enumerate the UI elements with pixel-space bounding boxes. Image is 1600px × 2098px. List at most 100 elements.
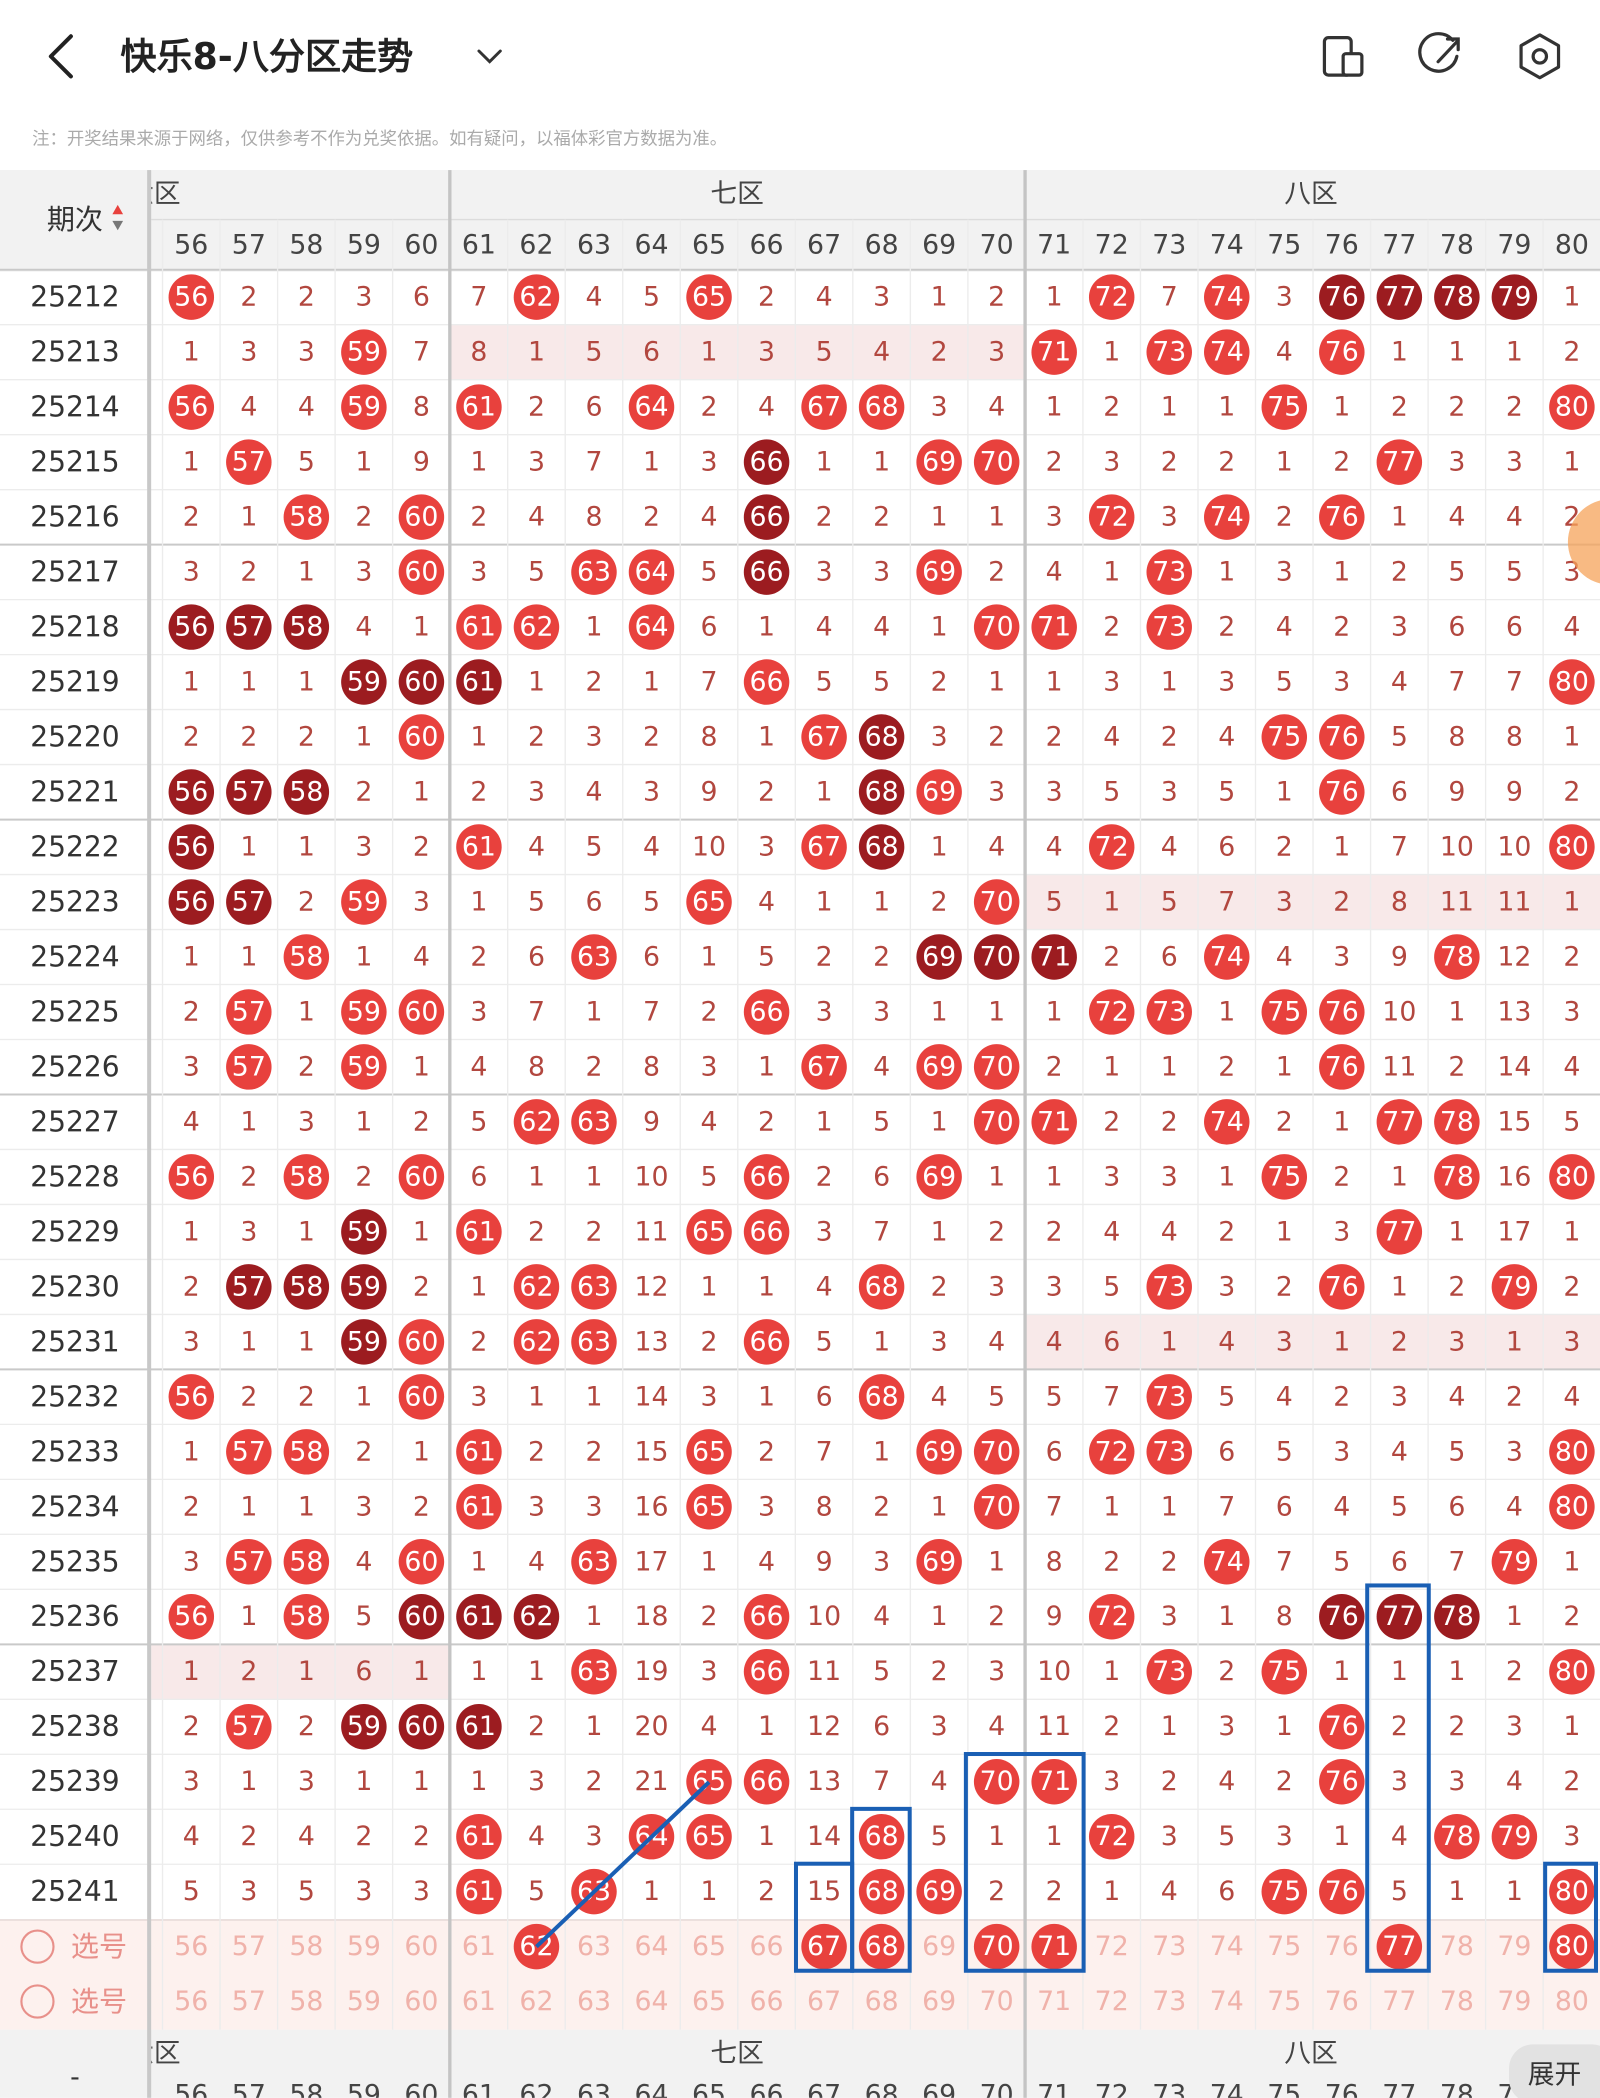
pick-number[interactable]: 57 <box>232 1986 266 2017</box>
back-button[interactable] <box>48 34 73 79</box>
sort-up[interactable] <box>112 204 124 215</box>
number-ball <box>1261 1154 1308 1200</box>
title-dropdown[interactable] <box>477 49 502 64</box>
number-ball <box>916 549 962 595</box>
issue-header[interactable]: 期次 <box>47 203 103 236</box>
pick-number[interactable]: 60 <box>404 1931 438 1962</box>
pick-number[interactable]: 64 <box>634 1986 668 2017</box>
number-footer: 59 <box>347 2080 381 2098</box>
pick-number[interactable]: 80 <box>1555 1986 1589 2017</box>
pick-number[interactable]: 78 <box>1440 1931 1474 1962</box>
back-icon[interactable] <box>48 34 73 79</box>
pick-number[interactable]: 69 <box>922 1931 956 1962</box>
miss-count: 12 <box>807 1711 841 1742</box>
pick-number[interactable]: 76 <box>1325 1986 1359 2017</box>
pick-number[interactable]: 72 <box>1095 1931 1129 1962</box>
pick-number[interactable]: 63 <box>577 1931 611 1962</box>
miss-count: 6 <box>1218 1876 1235 1907</box>
sort-down[interactable] <box>112 220 124 231</box>
ball-number: 66 <box>750 667 784 698</box>
miss-count: 2 <box>1391 1711 1408 1742</box>
pick-label[interactable]: 选号 <box>71 1985 127 2018</box>
pick-number[interactable]: 77 <box>1382 1986 1416 2017</box>
pick-number[interactable]: 78 <box>1440 1986 1474 2017</box>
number-header: 76 <box>1325 229 1359 260</box>
number-ball <box>1549 1484 1595 1530</box>
pick-number[interactable]: 74 <box>1210 1931 1244 1962</box>
pick-label[interactable]: 选号 <box>71 1930 127 1963</box>
number-header: 78 <box>1440 229 1474 260</box>
miss-count: 2 <box>1448 1051 1465 1082</box>
floating-widget[interactable] <box>1567 499 1600 585</box>
settings-icon[interactable] <box>1519 33 1561 80</box>
device-icon[interactable] <box>1322 36 1364 77</box>
pick-ball[interactable] <box>801 1923 847 1970</box>
pick-number[interactable]: 61 <box>462 1931 496 1962</box>
pick-radio[interactable] <box>20 1929 55 1964</box>
ball-number: 62 <box>519 282 553 313</box>
pick-number[interactable]: 58 <box>289 1931 323 1962</box>
pick-number[interactable]: 64 <box>634 1931 668 1962</box>
pick-number[interactable]: 68 <box>865 1931 899 1962</box>
pick-number[interactable]: 70 <box>980 1986 1014 2017</box>
pick-number[interactable]: 77 <box>1382 1931 1416 1962</box>
pick-number[interactable]: 75 <box>1267 1931 1301 1962</box>
pick-number[interactable]: 79 <box>1497 1986 1531 2017</box>
miss-count: 5 <box>701 1161 718 1192</box>
pick-number[interactable]: 74 <box>1210 1986 1244 2017</box>
share-icon-ring[interactable] <box>1418 32 1459 73</box>
miss-count: 8 <box>1506 722 1523 753</box>
settings-icon-dot[interactable] <box>1531 48 1549 65</box>
pick-number[interactable]: 67 <box>807 1986 841 2017</box>
settings-icon-hex[interactable] <box>1519 33 1561 80</box>
pick-ball[interactable] <box>1549 1923 1595 1970</box>
pick-number[interactable]: 56 <box>174 1931 208 1962</box>
miss-count: 2 <box>873 1491 890 1522</box>
number-ball <box>226 1703 272 1750</box>
pick-number[interactable]: 59 <box>347 1986 381 2017</box>
pick-number[interactable]: 63 <box>577 1986 611 2017</box>
ball-number: 58 <box>289 1161 323 1192</box>
pick-number[interactable]: 71 <box>1037 1986 1071 2017</box>
pick-number[interactable]: 56 <box>174 1986 208 2017</box>
pick-number[interactable]: 67 <box>807 1931 841 1962</box>
pick-number[interactable]: 79 <box>1497 1931 1531 1962</box>
pick-ball[interactable] <box>1376 1923 1423 1970</box>
pick-number[interactable]: 70 <box>980 1931 1014 1962</box>
pick-number[interactable]: 66 <box>750 1986 784 2017</box>
pick-number[interactable]: 71 <box>1037 1931 1071 1962</box>
pick-number[interactable]: 62 <box>519 1986 553 2017</box>
pick-number[interactable]: 58 <box>289 1986 323 2017</box>
miss-count: 2 <box>1103 1106 1120 1137</box>
pick-number[interactable]: 65 <box>692 1986 726 2017</box>
ball-number: 56 <box>174 392 208 423</box>
pick-number[interactable]: 72 <box>1095 1986 1129 2017</box>
pick-number[interactable]: 59 <box>347 1931 381 1962</box>
pick-number[interactable]: 69 <box>922 1986 956 2017</box>
pick-number[interactable]: 61 <box>462 1986 496 2017</box>
share-icon[interactable] <box>1418 32 1460 73</box>
share-icon-arrow[interactable] <box>1436 37 1460 64</box>
device-icon-small[interactable] <box>1341 52 1364 77</box>
pick-ball[interactable] <box>1031 1923 1077 1970</box>
pick-ball[interactable] <box>973 1923 1020 1970</box>
pick-number[interactable]: 73 <box>1152 1931 1186 1962</box>
pick-number[interactable]: 75 <box>1267 1986 1301 2017</box>
pick-number[interactable]: 57 <box>232 1931 266 1962</box>
pick-number[interactable]: 66 <box>750 1931 784 1962</box>
number-ball <box>801 824 847 870</box>
miss-count: 2 <box>528 1216 545 1247</box>
pick-number[interactable]: 80 <box>1555 1931 1589 1962</box>
number-ball <box>168 604 215 650</box>
pick-number[interactable]: 76 <box>1325 1931 1359 1962</box>
expand-button-label[interactable]: 展开 <box>1528 2060 1582 2091</box>
pick-number[interactable]: 60 <box>404 1986 438 2017</box>
expand-button-bg[interactable] <box>1509 2044 1600 2098</box>
pick-number[interactable]: 73 <box>1152 1986 1186 2017</box>
pick-radio[interactable] <box>20 1984 55 2019</box>
pick-number[interactable]: 68 <box>865 1986 899 2017</box>
expand-button[interactable]: 展开 <box>1509 2044 1600 2098</box>
pick-number[interactable]: 65 <box>692 1931 726 1962</box>
pick-ball[interactable] <box>858 1923 905 1970</box>
